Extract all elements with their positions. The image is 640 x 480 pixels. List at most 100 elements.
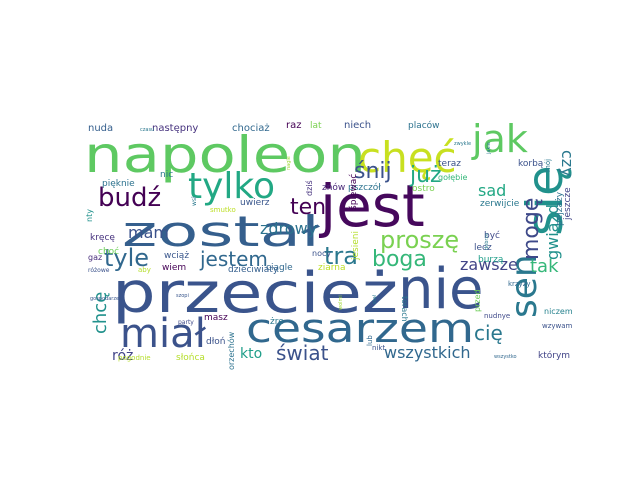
word-cloud-word: chociaż: [232, 123, 270, 134]
word-cloud-word: nie: [398, 257, 484, 322]
word-cloud-word: jeszcze: [563, 187, 573, 221]
word-cloud-word: dzieciwiaty: [228, 265, 279, 275]
word-cloud-word: niczem: [544, 307, 573, 316]
word-cloud-word: wzywam: [542, 322, 573, 330]
word-cloud-word: czasu: [140, 127, 154, 133]
word-cloud-word: torach: [400, 296, 409, 322]
word-cloud-word: lecz: [474, 243, 492, 253]
word-cloud-word: dziś: [304, 180, 314, 196]
word-cloud-word: uwierz: [240, 198, 270, 208]
word-cloud-word: masz: [204, 313, 228, 323]
word-cloud-word: wciąż: [164, 251, 189, 261]
word-cloud-word: party: [178, 319, 194, 326]
word-cloud-word: zawsze: [460, 255, 518, 274]
word-cloud-word: lub: [366, 335, 374, 346]
word-cloud-word: miał: [120, 311, 207, 357]
word-cloud-word: lat: [310, 121, 322, 131]
word-cloud-word: być: [484, 230, 500, 241]
word-cloud-word: zwykle: [454, 141, 471, 147]
word-cloud-word: kręcę: [90, 233, 115, 243]
word-cloud-word: choć: [98, 246, 119, 257]
word-cloud-word: gaz: [88, 253, 102, 262]
word-cloud-word: sad: [478, 181, 506, 200]
word-cloud-word: świat: [276, 341, 329, 365]
word-cloud-word: stał: [372, 294, 378, 304]
word-cloud-word: tak: [530, 256, 559, 277]
word-cloud-word: czy: [558, 150, 577, 177]
word-cloud-word: nuda: [88, 123, 113, 134]
word-cloud-word: nudnye: [484, 312, 510, 320]
word-cloud-word: boga: [372, 247, 427, 272]
word-cloud-word: teraz: [438, 159, 461, 169]
word-cloud-word: krzyży: [508, 280, 531, 288]
word-cloud-word: szopi: [176, 293, 189, 299]
word-cloud-word: placów: [408, 120, 440, 131]
word-cloud-word: wsi: [191, 196, 198, 206]
word-cloud-word: jestem: [199, 247, 268, 271]
word-cloud-word: śpiewać: [348, 174, 359, 210]
word-cloud-word: ziarna: [318, 263, 346, 273]
word-cloud-word: został: [122, 207, 320, 256]
word-cloud-word: słońca: [176, 353, 205, 363]
word-cloud-word: tra: [324, 242, 358, 270]
word-cloud-word: jesieni: [351, 231, 361, 261]
word-cloud-word: proszę: [380, 226, 459, 254]
word-cloud-word: już: [409, 163, 442, 188]
word-cloud-word: smutko: [210, 206, 236, 214]
word-cloud-word: żre: [270, 317, 284, 327]
word-cloud-word: mogę: [519, 198, 544, 260]
word-cloud-word: śnij: [354, 159, 392, 184]
word-cloud-word: napoleon: [84, 126, 366, 184]
word-cloud-word: mam: [128, 223, 169, 242]
word-cloud-word: chcę: [90, 292, 111, 334]
word-cloud-word: ciągle: [266, 263, 293, 273]
word-cloud-word: jak: [471, 117, 528, 161]
word-cloud-word: wiem: [162, 263, 186, 273]
word-cloud-word: raz: [286, 120, 302, 131]
word-cloud-word: przed: [473, 289, 482, 312]
word-cloud-word: aby: [138, 266, 151, 274]
word-cloud-word: wolmi: [338, 295, 344, 310]
word-cloud-word: budź: [98, 183, 161, 213]
word-cloud-word: wszystkich: [384, 343, 471, 362]
word-cloud-word: jakie: [486, 142, 492, 155]
word-cloud-word: gwiazd: [543, 204, 562, 260]
word-cloud-word: tylko: [188, 166, 275, 207]
word-cloud-word: nty: [85, 209, 94, 222]
word-cloud-word: którym: [538, 350, 570, 361]
word-cloud-word: wszystko: [494, 354, 517, 360]
word-cloud-word: niech: [344, 120, 371, 131]
word-cloud-word: przecież: [112, 261, 398, 326]
word-cloud-word: się: [516, 165, 574, 236]
word-cloud-word: nagle: [286, 156, 292, 170]
word-cloud-word: zdrowy: [260, 219, 317, 238]
word-cloud-word: kto: [240, 346, 262, 362]
word-cloud-word: pogodnie: [118, 354, 151, 362]
word-cloud-word: korbą: [518, 159, 544, 169]
word-cloud-word: nocy: [312, 249, 331, 258]
word-cloud-word: zerwijcie: [480, 199, 520, 209]
word-cloud-word: róż: [112, 348, 133, 364]
word-cloud-word: nic: [160, 170, 173, 180]
word-cloud-word: gospodarze: [90, 296, 119, 302]
word-cloud-word: cesarzem: [246, 306, 474, 352]
word-cloud-word: pięknie: [102, 179, 135, 189]
word-cloud-word: dłoń: [206, 337, 225, 347]
word-cloud-word: mój: [544, 159, 552, 172]
word-cloud-word: nikt: [372, 344, 385, 352]
word-cloud-word: różowe: [88, 267, 110, 274]
word-cloud-word: chęć: [358, 133, 457, 182]
word-cloud-word: orzechów: [226, 331, 236, 370]
word-cloud-word: ten: [290, 195, 326, 220]
word-cloud-word: pejzaży: [555, 191, 565, 226]
word-cloud-word: ostro: [412, 184, 435, 194]
word-cloud-word: gołębie: [438, 173, 467, 182]
word-cloud-word: burzą: [478, 255, 504, 265]
word-cloud-word: pszczół: [348, 182, 381, 193]
word-cloud-word: tyle: [104, 244, 149, 272]
word-cloud-word: znów: [322, 182, 345, 193]
word-cloud-word: jest: [318, 172, 425, 240]
word-cloud-word: sen: [504, 254, 545, 318]
word-cloud-word: cię: [474, 321, 503, 345]
